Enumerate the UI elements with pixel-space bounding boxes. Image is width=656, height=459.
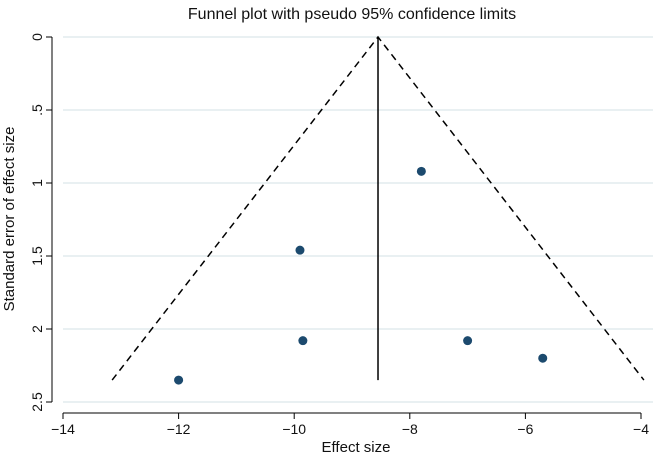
funnel-limits: [111, 35, 645, 381]
y-axis-ticks: 0 .5 1 1.5 2 2.5: [29, 33, 52, 412]
axes: [51, 37, 641, 414]
x-tick-label: −4: [633, 421, 649, 437]
y-axis-title: Standard error of effect size: [1, 127, 18, 312]
data-point: [416, 166, 426, 176]
x-tick-label: −8: [402, 421, 418, 437]
data-point: [174, 375, 184, 385]
y-tick-label: 1.5: [29, 246, 45, 266]
x-tick-label: −12: [167, 421, 191, 437]
x-tick-label: −14: [51, 421, 75, 437]
x-axis-title: Effect size: [322, 439, 391, 456]
y-tick-label: .5: [29, 104, 45, 116]
data-point: [295, 245, 305, 255]
x-tick-label: −6: [517, 421, 533, 437]
x-axis-ticks: −14 −12 −10 −8 −6 −4: [51, 413, 649, 437]
y-tick-label: 2: [29, 325, 45, 333]
data-points: [174, 166, 548, 385]
y-tick-label: 0: [29, 33, 45, 41]
y-tick-label: 2.5: [29, 392, 45, 412]
data-point: [298, 336, 308, 346]
chart-title: Funnel plot with pseudo 95% confidence l…: [188, 6, 516, 23]
y-tick-label: 1: [29, 179, 45, 187]
x-tick-label: −10: [282, 421, 306, 437]
data-point: [463, 336, 473, 346]
gridlines: [63, 36, 653, 403]
data-point: [538, 353, 548, 363]
